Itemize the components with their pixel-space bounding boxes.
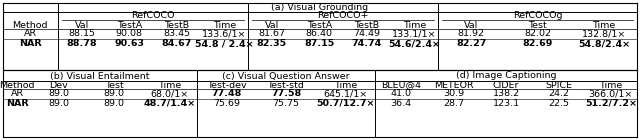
Text: 74.74: 74.74	[351, 39, 382, 48]
Text: 132.8/1×: 132.8/1×	[582, 30, 626, 38]
Text: 88.15: 88.15	[68, 30, 95, 38]
Text: Time: Time	[403, 20, 426, 30]
Text: 75.69: 75.69	[213, 99, 240, 108]
Text: 24.2: 24.2	[548, 89, 569, 99]
Text: 133.6/1×: 133.6/1×	[202, 30, 246, 38]
Text: NAR: NAR	[6, 99, 28, 108]
Text: 138.2: 138.2	[492, 89, 520, 99]
Text: 89.0: 89.0	[104, 89, 125, 99]
Text: TestA: TestA	[307, 20, 332, 30]
Text: Time: Time	[592, 20, 616, 30]
Text: (a) Visual Grounding: (a) Visual Grounding	[271, 3, 369, 11]
Text: 68.0/1×: 68.0/1×	[150, 89, 188, 99]
Text: 90.63: 90.63	[115, 39, 144, 48]
Text: AR: AR	[10, 89, 24, 99]
Text: 30.9: 30.9	[443, 89, 464, 99]
Text: Time: Time	[599, 80, 623, 89]
Text: 41.0: 41.0	[390, 89, 412, 99]
Text: 36.4: 36.4	[390, 99, 412, 108]
Text: CIDEr: CIDEr	[493, 80, 519, 89]
Text: 123.1: 123.1	[492, 99, 520, 108]
Text: Val: Val	[264, 20, 279, 30]
Text: 82.69: 82.69	[522, 39, 553, 48]
Text: 77.48: 77.48	[211, 89, 242, 99]
Text: 84.67: 84.67	[161, 39, 192, 48]
Text: 50.7/12.7×: 50.7/12.7×	[316, 99, 374, 108]
Text: 54.8 / 2.4×: 54.8 / 2.4×	[195, 39, 253, 48]
Text: (d) Image Captioning: (d) Image Captioning	[456, 72, 556, 80]
Text: Val: Val	[464, 20, 478, 30]
Text: 75.75: 75.75	[273, 99, 300, 108]
Text: 366.0/1×: 366.0/1×	[589, 89, 633, 99]
Text: BLEU@4: BLEU@4	[381, 80, 421, 89]
Text: 51.2/7.2×: 51.2/7.2×	[585, 99, 637, 108]
Text: 54.6/2.4×: 54.6/2.4×	[388, 39, 440, 48]
Text: 88.78: 88.78	[67, 39, 97, 48]
Text: Test-dev: Test-dev	[207, 80, 246, 89]
Text: SPICE: SPICE	[545, 80, 572, 89]
Text: 74.49: 74.49	[353, 30, 380, 38]
Text: TestB: TestB	[354, 20, 380, 30]
Text: Time: Time	[212, 20, 236, 30]
Text: AR: AR	[24, 30, 36, 38]
Text: 133.1/1×: 133.1/1×	[392, 30, 436, 38]
Text: (c) Visual Question Answer: (c) Visual Question Answer	[222, 72, 350, 80]
Text: 89.0: 89.0	[48, 89, 69, 99]
Text: 87.15: 87.15	[304, 39, 334, 48]
Text: RefCOCO+: RefCOCO+	[317, 11, 369, 20]
Text: 82.27: 82.27	[456, 39, 486, 48]
Text: Method: Method	[12, 20, 48, 30]
Text: METEOR: METEOR	[434, 80, 474, 89]
Text: 82.02: 82.02	[524, 30, 551, 38]
Text: 89.0: 89.0	[104, 99, 125, 108]
Text: Dev: Dev	[49, 80, 68, 89]
Text: Test: Test	[528, 20, 547, 30]
Text: 83.45: 83.45	[163, 30, 190, 38]
Text: Test-std: Test-std	[268, 80, 305, 89]
Text: RefCOCO: RefCOCO	[131, 11, 175, 20]
Text: 77.58: 77.58	[271, 89, 301, 99]
Text: RefCOCOg: RefCOCOg	[513, 11, 563, 20]
Text: 90.08: 90.08	[116, 30, 143, 38]
Text: Time: Time	[157, 80, 181, 89]
Text: Method: Method	[0, 80, 35, 89]
Text: Test: Test	[104, 80, 124, 89]
Text: Val: Val	[75, 20, 89, 30]
Text: 28.7: 28.7	[443, 99, 464, 108]
Text: 81.92: 81.92	[458, 30, 484, 38]
Text: 645.1/1×: 645.1/1×	[323, 89, 367, 99]
Text: (b) Visual Entailment: (b) Visual Entailment	[51, 72, 150, 80]
Text: NAR: NAR	[19, 39, 42, 48]
Text: TestB: TestB	[164, 20, 189, 30]
Text: 48.7/1.4×: 48.7/1.4×	[143, 99, 195, 108]
Text: 54.8/2.4×: 54.8/2.4×	[578, 39, 630, 48]
Text: 82.35: 82.35	[257, 39, 287, 48]
Text: 89.0: 89.0	[48, 99, 69, 108]
Text: Time: Time	[333, 80, 357, 89]
Text: TestA: TestA	[116, 20, 142, 30]
Text: 81.67: 81.67	[259, 30, 285, 38]
Text: 22.5: 22.5	[548, 99, 569, 108]
Text: 86.40: 86.40	[306, 30, 333, 38]
